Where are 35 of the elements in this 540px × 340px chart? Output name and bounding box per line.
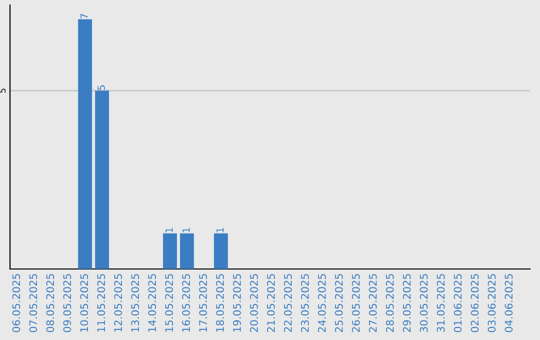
x-tick-label: 15.05.2025 bbox=[165, 274, 173, 332]
data-label: 1 bbox=[182, 228, 190, 232]
x-tick-label: 18.05.2025 bbox=[216, 274, 224, 332]
x-tick-label: 14.05.2025 bbox=[148, 274, 156, 332]
x-tick-label: 13.05.2025 bbox=[131, 274, 140, 332]
x-tick-label: 04.06.2025 bbox=[504, 274, 513, 332]
x-tick-label: 06.05.2025 bbox=[12, 274, 20, 332]
x-tick-label: 16.05.2025 bbox=[182, 274, 190, 332]
x-tick-label: 22.05.2025 bbox=[284, 274, 292, 332]
x-tick-label: 30.05.2025 bbox=[420, 274, 428, 332]
x-tick-label: 11.05.2025 bbox=[97, 274, 106, 332]
x-tick-label: 25.05.2025 bbox=[334, 274, 343, 332]
data-label: 5 bbox=[98, 85, 105, 90]
x-tick-label: 28.05.2025 bbox=[386, 274, 394, 332]
x-tick-label: 27.05.2025 bbox=[368, 274, 377, 332]
data-label: 7 bbox=[80, 14, 88, 18]
x-tick-label: 20.05.2025 bbox=[250, 274, 258, 332]
data-label: 1 bbox=[216, 228, 224, 232]
x-tick-label: 21.05.2025 bbox=[267, 274, 275, 332]
x-tick-label: 07.05.2025 bbox=[29, 274, 38, 332]
x-tick-label: 08.05.2025 bbox=[46, 274, 54, 332]
x-tick-label: 02.06.2025 bbox=[470, 274, 479, 332]
x-tick-label: 10.05.2025 bbox=[80, 274, 88, 332]
x-tick-label: 12.05.2025 bbox=[114, 274, 122, 332]
x-tick-label: 03.06.2025 bbox=[488, 274, 496, 332]
x-tick-label: 23.05.2025 bbox=[300, 274, 309, 332]
x-tick-label: 31.05.2025 bbox=[436, 274, 445, 332]
x-tick-label: 29.05.2025 bbox=[402, 274, 411, 332]
data-label: 1 bbox=[166, 228, 173, 232]
x-tick-label: 26.05.2025 bbox=[352, 274, 360, 332]
x-tick-label: 01.06.2025 bbox=[454, 274, 462, 332]
x-tick-label: 17.05.2025 bbox=[199, 274, 207, 332]
x-tick-label: 24.05.2025 bbox=[318, 274, 326, 332]
x-tick-label: 09.05.2025 bbox=[63, 274, 72, 332]
x-tick-label: 19.05.2025 bbox=[233, 274, 241, 332]
